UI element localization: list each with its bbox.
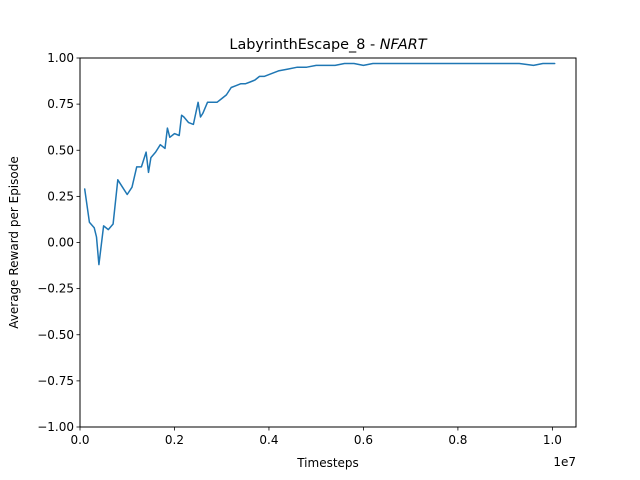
y-tick-label: 0.00 — [47, 236, 74, 250]
y-tick-label: 0.50 — [47, 143, 74, 157]
x-tick-label: 0.2 — [165, 433, 184, 447]
y-tick-label: 0.25 — [47, 189, 74, 203]
x-axis-label: Timesteps — [296, 456, 359, 470]
y-tick-label: 1.00 — [47, 51, 74, 65]
chart-title-emphasis: NFART — [380, 37, 428, 53]
plot-frame — [79, 57, 577, 428]
x-tick-label: 0.8 — [448, 433, 467, 447]
y-axis-label: Average Reward per Episode — [7, 156, 21, 328]
x-axis-ticks: 0.0 0.2 0.4 0.6 0.8 1.0 — [70, 427, 562, 447]
x-tick-label: 1.0 — [543, 433, 562, 447]
y-tick-label: −0.75 — [37, 374, 74, 388]
y-tick-label: 0.75 — [47, 97, 74, 111]
chart-title: LabyrinthEscape_8 - NFART — [229, 37, 427, 53]
y-tick-label: −1.00 — [37, 420, 74, 434]
x-tick-label: 0.6 — [354, 433, 373, 447]
x-tick-label: 0.4 — [259, 433, 278, 447]
y-tick-label: −0.25 — [37, 282, 74, 296]
series-layer — [83, 62, 556, 266]
y-axis-ticks: −1.00 −0.75 −0.50 −0.25 0.00 0.25 0.50 0.75 1.00 — [37, 51, 80, 434]
x-axis-offset-label: 1e7 — [553, 455, 576, 469]
y-tick-label: −0.50 — [37, 328, 74, 342]
chart-title-main: LabyrinthEscape_8 - — [229, 37, 379, 53]
plot-area — [80, 58, 576, 427]
series-line-1 — [83, 62, 556, 266]
x-tick-label: 0.0 — [70, 433, 89, 447]
